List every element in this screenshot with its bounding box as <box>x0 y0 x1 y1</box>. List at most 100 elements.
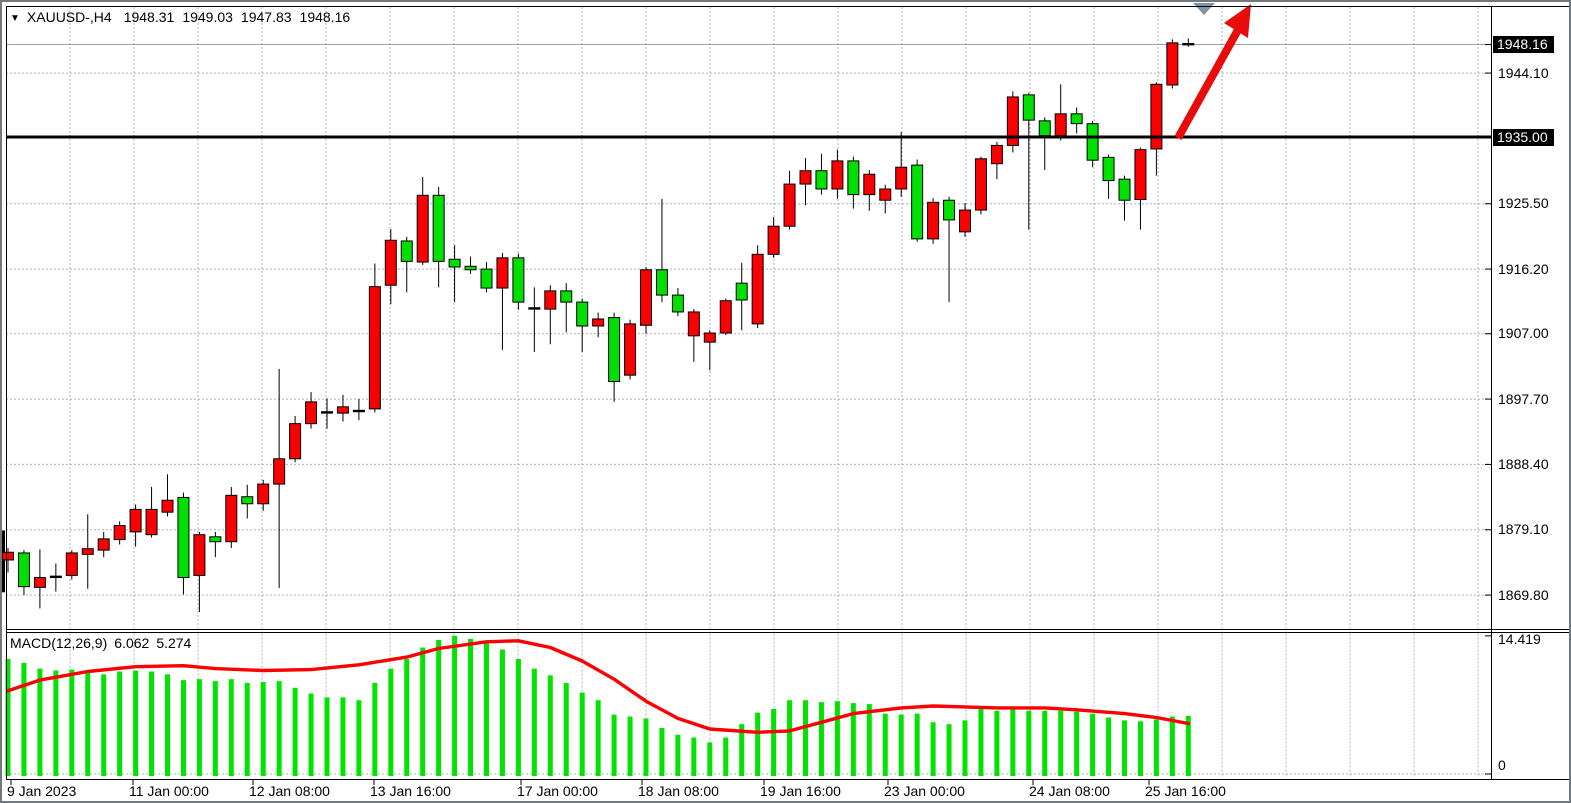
macd-histogram-bar <box>1122 720 1127 776</box>
top-triangle-marker[interactable] <box>1193 3 1215 15</box>
macd-histogram-bar <box>850 703 856 776</box>
candle-body <box>1022 94 1035 121</box>
time-axis-label: 12 Jan 08:00 <box>249 782 330 799</box>
macd-histogram-bar <box>308 693 314 776</box>
macd-histogram-bar <box>452 635 458 776</box>
price-axis-label: 1907.00 <box>1498 325 1549 342</box>
macd-histogram-bar <box>723 737 729 776</box>
macd-histogram-bar <box>882 713 888 776</box>
price-axis-label: 1948.16 <box>1493 36 1554 54</box>
candle-body <box>1182 42 1195 46</box>
macd-histogram-bar <box>803 700 808 776</box>
macd-histogram-bar <box>531 668 537 776</box>
macd-histogram-bar <box>133 670 139 776</box>
macd-histogram-bar <box>276 681 282 776</box>
candle-body <box>655 269 668 296</box>
macd-histogram-bar <box>930 722 936 776</box>
macd-signal-line <box>6 639 1191 734</box>
horizontal-line-1935[interactable] <box>6 135 1491 139</box>
candle-body <box>911 164 924 240</box>
open-value: 1948.31 <box>123 9 175 25</box>
candle-body <box>257 483 270 505</box>
time-axis-label: 23 Jan 00:00 <box>884 782 965 799</box>
indicator-signal-value: 5.274 <box>156 635 192 651</box>
macd-histogram-bar <box>834 701 840 776</box>
price-axis-label: 1897.70 <box>1498 390 1549 407</box>
macd-histogram-bar <box>643 718 649 776</box>
candle-body <box>273 458 286 485</box>
macd-histogram-bar <box>1026 710 1032 776</box>
candle-body <box>49 575 62 579</box>
candle-body <box>1134 149 1147 201</box>
price-axis-label: 1888.40 <box>1498 455 1549 472</box>
trend-arrow-head[interactable] <box>1224 4 1251 38</box>
macd-axis-max-label: 14.419 <box>1498 630 1541 647</box>
macd-histogram-bar <box>1185 715 1191 776</box>
candle-body <box>528 307 541 310</box>
indicator-name: MACD(12,26,9) <box>10 635 108 651</box>
macd-histogram-bar <box>388 668 394 776</box>
candle-body <box>480 268 493 289</box>
macd-histogram-bar <box>1010 708 1016 776</box>
candle-body <box>671 294 684 313</box>
candle-body <box>640 269 652 326</box>
time-axis-label: 17 Jan 00:00 <box>517 782 598 799</box>
macd-histogram-bar <box>468 638 474 776</box>
macd-histogram-bar <box>244 682 250 776</box>
macd-histogram-bar <box>675 734 681 776</box>
low-value: 1947.83 <box>240 9 292 25</box>
candle-body <box>927 201 940 240</box>
candle-body <box>384 239 397 286</box>
macd-histogram-bar <box>611 714 617 776</box>
candle-body <box>33 577 46 588</box>
macd-histogram-bar <box>420 647 426 776</box>
candle-body <box>1054 113 1067 137</box>
candle-body <box>767 225 780 255</box>
candle-body <box>719 300 732 334</box>
macd-histogram-bar <box>978 708 984 776</box>
candle-body <box>289 423 302 460</box>
macd-histogram-bar <box>579 692 585 776</box>
macd-histogram-bar <box>1074 711 1080 776</box>
macd-histogram-bar <box>627 716 633 776</box>
time-axis[interactable] <box>2 780 1492 801</box>
candle-body <box>959 209 971 233</box>
candle-body <box>464 265 477 271</box>
candle-body <box>1006 96 1019 146</box>
high-value: 1949.03 <box>182 9 233 25</box>
candle-body <box>352 409 365 413</box>
clipped-candle <box>2 530 5 593</box>
trend-arrow-shaft[interactable] <box>1174 26 1243 140</box>
macd-histogram-bar <box>165 674 170 776</box>
macd-histogram-bar <box>595 700 601 776</box>
candle-body <box>241 496 254 505</box>
macd-histogram-bar <box>755 712 761 776</box>
macd-histogram-bar <box>1042 710 1048 776</box>
candle-body <box>129 508 142 533</box>
candle-body <box>879 188 892 201</box>
symbol-dropdown-icon[interactable]: ▼ <box>10 13 20 24</box>
ohlc-header: ▼ XAUUSD-,H4 1948.31 1949.03 1947.83 1948.16 <box>10 9 350 25</box>
macd-histogram-bar <box>212 681 218 776</box>
macd-histogram-bar <box>404 659 410 776</box>
macd-histogram-bar <box>340 697 346 776</box>
candle-body <box>799 170 812 185</box>
macd-histogram-bar <box>37 668 43 776</box>
candle-body <box>97 538 110 551</box>
macd-histogram-bar <box>5 659 11 776</box>
macd-histogram-bar <box>787 700 793 776</box>
candle-body <box>1102 156 1115 182</box>
macd-histogram-bar <box>962 720 968 776</box>
price-axis-label: 1944.10 <box>1498 64 1549 81</box>
candle-body <box>847 160 860 196</box>
candle-body <box>177 496 190 579</box>
candle-body <box>145 508 158 536</box>
candle-body <box>400 240 413 262</box>
candle-body <box>703 332 716 343</box>
price-axis-label: 1869.80 <box>1498 586 1549 603</box>
macd-histogram-bar <box>101 674 107 776</box>
candle-body <box>1166 42 1179 86</box>
candle-body <box>608 317 621 383</box>
candle-body <box>974 158 987 211</box>
